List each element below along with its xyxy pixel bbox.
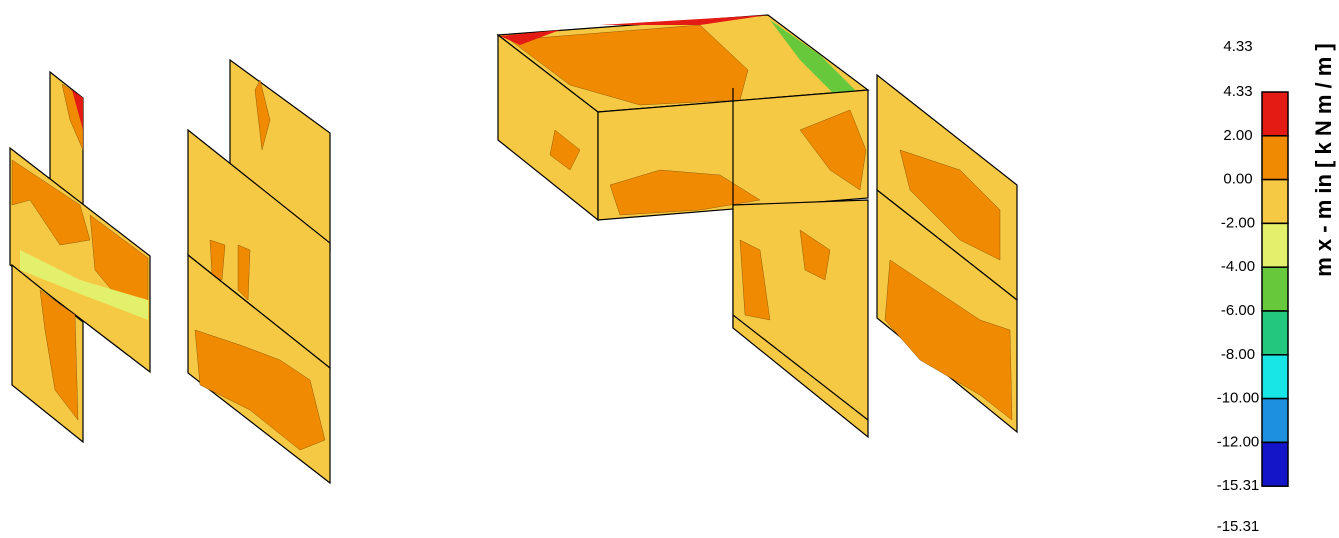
legend-band xyxy=(1261,266,1289,312)
legend-band xyxy=(1261,354,1289,400)
contour-region xyxy=(799,109,867,191)
legend-band xyxy=(1261,222,1289,268)
contour-region xyxy=(884,259,1013,421)
contour-region xyxy=(11,159,91,246)
legend-band xyxy=(1261,441,1289,487)
legend-band xyxy=(1261,91,1289,137)
legend-level-label: -8.00 xyxy=(1221,346,1255,363)
contour-region xyxy=(770,20,860,100)
legend-level-label: 0.00 xyxy=(1223,171,1252,188)
legend-level-label: -15.31 xyxy=(1217,477,1260,494)
legend-band xyxy=(1261,397,1289,444)
contour-region xyxy=(254,79,271,151)
legend-level-label: 4.33 xyxy=(1223,83,1252,100)
edge xyxy=(732,314,869,421)
legend-level-label: -4.00 xyxy=(1221,258,1255,275)
wall-panel xyxy=(732,199,869,439)
contour-region xyxy=(20,250,148,320)
legend-level-label: 2.00 xyxy=(1223,127,1252,144)
contour-region xyxy=(39,289,79,421)
contour-region xyxy=(899,149,1001,261)
legend-band xyxy=(1261,135,1289,181)
contour-region xyxy=(600,15,768,25)
legend-level-label: -12.00 xyxy=(1217,433,1260,450)
contour-region xyxy=(799,229,831,281)
legend-max-label: 4.33 xyxy=(1223,38,1252,55)
legend-band xyxy=(1261,178,1289,225)
legend-title: m x - m in [ k N m / m ] xyxy=(1311,43,1336,276)
legend-level-label: -10.00 xyxy=(1217,390,1260,407)
legend-level-label: -6.00 xyxy=(1221,302,1255,319)
contour-region xyxy=(739,239,771,321)
legend-min-label: -15.31 xyxy=(1217,518,1260,535)
contour-region xyxy=(609,169,761,216)
legend-band xyxy=(1261,310,1289,356)
contour-region xyxy=(194,329,326,451)
contour-region xyxy=(72,90,83,130)
contour-region xyxy=(549,129,581,171)
model xyxy=(9,14,1018,485)
contour-region xyxy=(209,239,226,281)
contour-region xyxy=(237,244,251,301)
legend-level-label: -2.00 xyxy=(1221,214,1255,231)
contour-region xyxy=(500,30,560,45)
